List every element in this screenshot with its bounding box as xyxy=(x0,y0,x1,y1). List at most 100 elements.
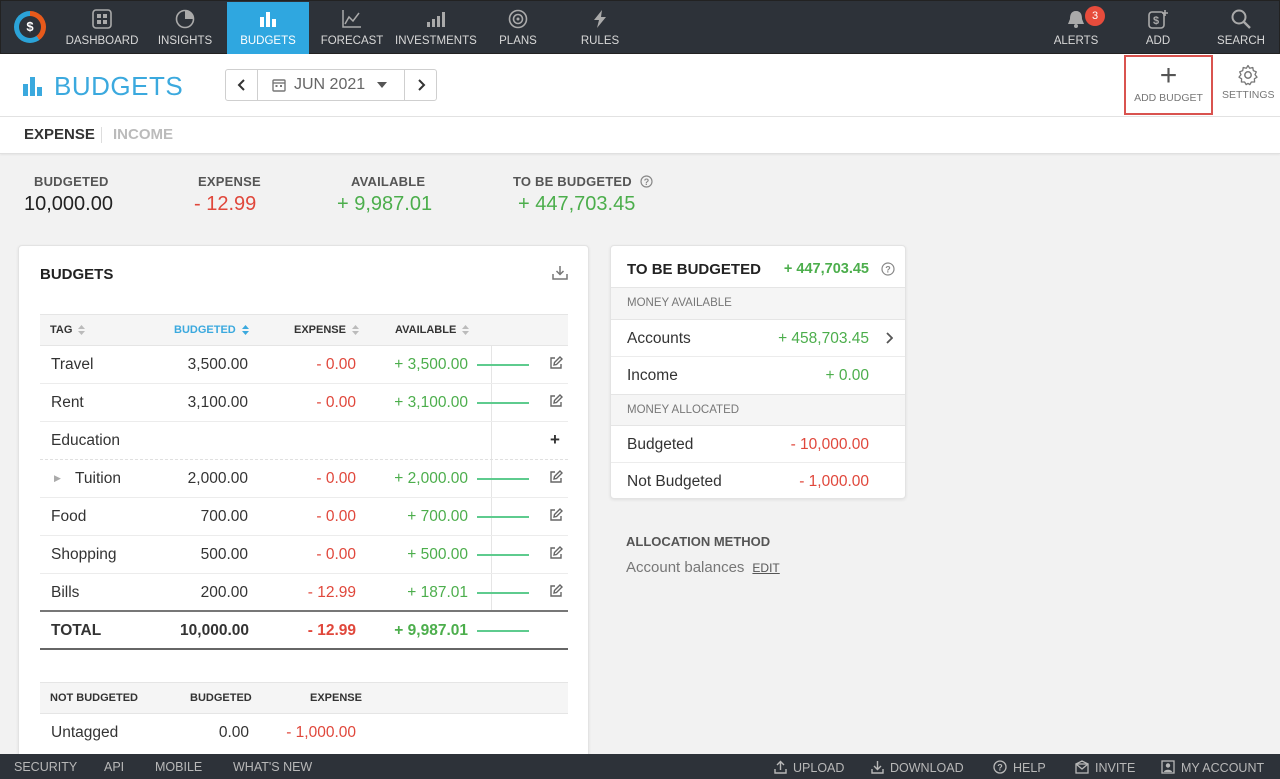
sort-icon xyxy=(351,325,359,336)
add-budget-button[interactable]: + ADD BUDGET xyxy=(1124,55,1213,115)
summary-budgeted-value: 10,000.00 xyxy=(24,193,113,215)
edit-icon[interactable] xyxy=(549,470,563,484)
row-budgeted: 3,100.00 xyxy=(187,394,248,411)
allocation-value: Account balances xyxy=(626,559,745,576)
page-title: BUDGETS xyxy=(22,70,183,102)
chevron-right-icon[interactable] xyxy=(885,332,893,344)
progress-bar xyxy=(477,554,529,556)
budgets-card-title: BUDGETS xyxy=(40,266,114,283)
month-value: JUN 2021 xyxy=(294,76,366,93)
income-label: Income xyxy=(627,367,678,384)
table-row[interactable]: Bills 200.00 - 12.99 + 187.01 xyxy=(40,574,568,612)
footer-api[interactable]: API xyxy=(104,760,125,774)
summary-available-label: AVAILABLE xyxy=(351,174,426,189)
edit-icon[interactable] xyxy=(549,584,563,598)
nav-rules[interactable]: RULES xyxy=(575,2,625,54)
nav-investments-label: INVESTMENTS xyxy=(395,35,477,47)
tbb-title: TO BE BUDGETED xyxy=(627,261,761,278)
nav-alerts[interactable]: 3 ALERTS xyxy=(1049,2,1105,54)
caret-right-icon[interactable]: ▶ xyxy=(54,473,61,483)
row-expense: - 0.00 xyxy=(316,470,356,487)
table-row[interactable]: Shopping 500.00 - 0.00 + 500.00 xyxy=(40,536,568,574)
nav-insights[interactable]: INSIGHTS xyxy=(151,2,219,54)
summary-to-be-budgeted: TO BE BUDGETED ? + 447,703.45 xyxy=(513,174,653,216)
footer-whats-new[interactable]: WHAT'S NEW xyxy=(233,760,313,774)
svg-text:?: ? xyxy=(643,177,649,187)
budgets-card: BUDGETS TAG BUDGETED EXPENSE AVAILABLE T… xyxy=(18,245,589,765)
nav-alerts-label: ALERTS xyxy=(1053,35,1099,47)
budgeted-value: - 10,000.00 xyxy=(790,436,869,453)
table-row[interactable]: Food 700.00 - 0.00 + 700.00 xyxy=(40,498,568,536)
plus-icon: + xyxy=(1159,59,1178,92)
settings-button[interactable]: SETTINGS xyxy=(1222,64,1275,101)
nav-forecast-label: FORECAST xyxy=(320,35,384,47)
alerts-badge: 3 xyxy=(1085,6,1105,26)
row-budgeted: 500.00 xyxy=(200,546,248,563)
edit-icon[interactable] xyxy=(549,394,563,408)
column-nb-budgeted: BUDGETED xyxy=(190,692,252,704)
download-icon[interactable] xyxy=(552,265,568,281)
footer-help[interactable]: ? HELP xyxy=(993,760,1046,775)
summary-expense-label: EXPENSE xyxy=(198,174,261,189)
nav-dashboard[interactable]: DASHBOARD xyxy=(63,2,141,54)
dashboard-icon xyxy=(63,2,141,32)
table-row[interactable]: Travel 3,500.00 - 0.00 + 3,500.00 xyxy=(40,346,568,384)
month-dropdown[interactable]: JUN 2021 xyxy=(257,70,405,100)
table-row[interactable]: Rent 3,100.00 - 0.00 + 3,100.00 xyxy=(40,384,568,422)
column-tag[interactable]: TAG xyxy=(50,324,86,336)
income-value: + 0.00 xyxy=(825,367,869,384)
edit-icon[interactable] xyxy=(549,546,563,560)
nav-insights-label: INSIGHTS xyxy=(157,35,213,47)
edit-icon[interactable] xyxy=(549,508,563,522)
column-expense[interactable]: EXPENSE xyxy=(294,324,359,336)
nav-budgets-label: BUDGETS xyxy=(240,35,296,47)
edit-icon[interactable] xyxy=(549,356,563,370)
not-budgeted-row[interactable]: Untagged 0.00 - 1,000.00 xyxy=(40,714,568,752)
allocation-edit-link[interactable]: EDIT xyxy=(752,561,780,575)
footer-mobile[interactable]: MOBILE xyxy=(155,760,203,774)
accounts-row[interactable]: Accounts + 458,703.45 xyxy=(611,320,905,357)
nav-budgets[interactable]: BUDGETS xyxy=(227,2,309,54)
nav-rules-label: RULES xyxy=(580,35,620,47)
add-budget-label: ADD BUDGET xyxy=(1134,92,1203,104)
bell-icon xyxy=(1049,2,1103,32)
summary-tbb-label: TO BE BUDGETED xyxy=(513,174,632,189)
row-tag: Bills xyxy=(51,584,80,601)
summary-expense: EXPENSE - 12.99 xyxy=(194,174,261,216)
row-available: + 187.01 xyxy=(407,584,468,601)
allocation-value-row: Account balances EDIT xyxy=(626,559,780,576)
budgets-icon xyxy=(23,77,42,96)
column-budgeted[interactable]: BUDGETED xyxy=(174,324,249,336)
add-subtag-icon[interactable]: + xyxy=(550,430,560,449)
footer-security[interactable]: SECURITY xyxy=(14,760,78,774)
nav-add[interactable]: $ ADD xyxy=(1135,2,1181,54)
tab-income[interactable]: INCOME xyxy=(113,126,173,143)
footer-download[interactable]: DOWNLOAD xyxy=(871,760,964,775)
help-icon[interactable]: ? xyxy=(881,262,895,276)
sort-icon xyxy=(462,325,470,336)
nav-plans[interactable]: PLANS xyxy=(493,2,543,54)
total-label: TOTAL xyxy=(51,622,102,639)
help-icon[interactable]: ? xyxy=(640,175,653,188)
prev-month-button[interactable] xyxy=(226,70,257,100)
nav-investments[interactable]: INVESTMENTS xyxy=(395,2,477,54)
footer-invite[interactable]: INVITE xyxy=(1075,760,1135,775)
upload-icon xyxy=(774,760,787,774)
download-icon xyxy=(871,761,884,774)
app-logo[interactable]: $ xyxy=(14,11,46,43)
next-month-button[interactable] xyxy=(405,70,436,100)
nav-forecast[interactable]: FORECAST xyxy=(319,2,385,54)
table-row-group[interactable]: Education + xyxy=(40,422,568,460)
top-navigation: $ DASHBOARD INSIGHTS BUDGETS FORECAST IN… xyxy=(0,0,1280,54)
footer-upload[interactable]: UPLOAD xyxy=(774,760,844,775)
summary-available-value: + 9,987.01 xyxy=(337,193,433,215)
help-icon: ? xyxy=(993,760,1007,774)
column-available[interactable]: AVAILABLE xyxy=(395,324,470,336)
row-expense: - 1,000.00 xyxy=(286,724,356,741)
table-row[interactable]: ▶ Tuition 2,000.00 - 0.00 + 2,000.00 xyxy=(40,460,568,498)
footer-my-account[interactable]: MY ACCOUNT xyxy=(1161,760,1264,775)
tab-expense[interactable]: EXPENSE xyxy=(24,126,95,143)
caret-down-icon xyxy=(377,82,388,88)
nav-search[interactable]: SEARCH xyxy=(1215,2,1267,54)
budgeted-row: Budgeted - 10,000.00 xyxy=(611,426,905,463)
